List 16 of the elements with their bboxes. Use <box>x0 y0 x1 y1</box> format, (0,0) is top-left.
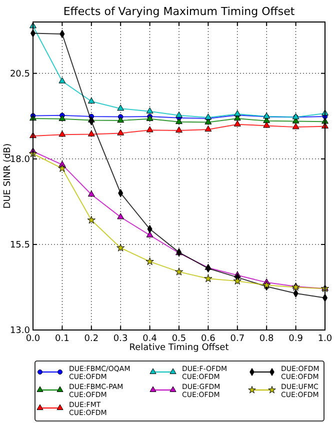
x-tick-label: 0.2 <box>84 334 99 344</box>
y-tick-label: 20.5 <box>10 69 30 80</box>
x-tick-label: 0.0 <box>26 334 40 344</box>
x-tick-label: 0.8 <box>259 334 274 344</box>
y-tick-label: 13.0 <box>10 326 30 336</box>
x-tick-label: 0.9 <box>288 334 304 344</box>
x-tick-label: 0.6 <box>201 334 216 344</box>
x-tick-label: 0.3 <box>113 334 128 344</box>
x-axis-title: Relative Timing Offset <box>129 343 230 353</box>
x-tick-label: 0.7 <box>230 334 245 344</box>
y-tick-label: 15.5 <box>10 240 30 250</box>
x-tick-label: 0.5 <box>172 334 186 344</box>
x-tick-label: 0.4 <box>142 334 158 344</box>
x-tick-label: 1.0 <box>318 334 332 344</box>
chart-title: Effects of Varying Maximum Timing Offset <box>63 5 296 18</box>
x-tick-label: 0.1 <box>55 334 70 344</box>
